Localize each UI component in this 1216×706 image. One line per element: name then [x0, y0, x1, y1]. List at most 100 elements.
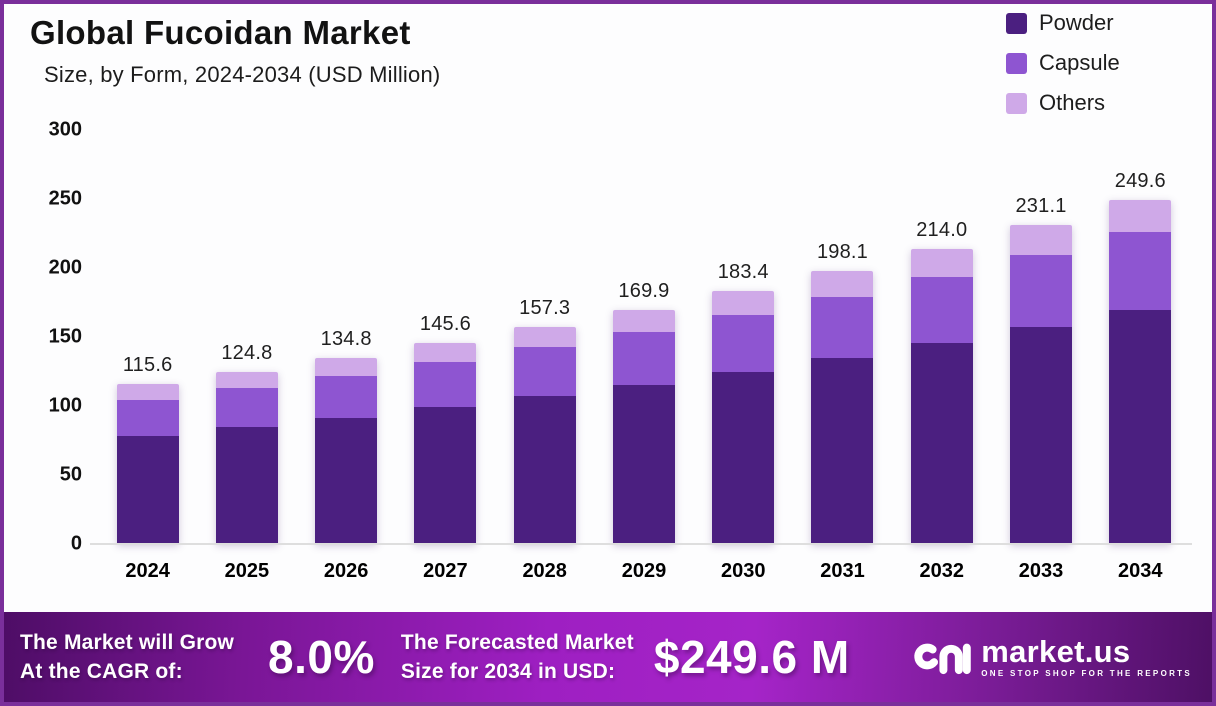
y-tick-label: 300: [48, 118, 82, 141]
bar-stack: [315, 358, 378, 544]
bar-stack: [612, 309, 675, 544]
bar-segment-others: [116, 384, 179, 400]
bar-segment-others: [811, 270, 874, 297]
bar-segment-powder: [1010, 327, 1073, 544]
legend-swatch-icon: [1006, 12, 1027, 34]
bar-total-label: 134.8: [320, 328, 372, 351]
legend-swatch-icon: [1006, 52, 1027, 74]
x-tick-label: 2032: [919, 560, 965, 582]
bar-segment-powder: [1109, 309, 1172, 544]
x-tick-label: 2029: [621, 560, 667, 582]
bar-segment-powder: [414, 407, 477, 544]
bar-stack: [1010, 225, 1073, 544]
bar-segment-powder: [315, 417, 378, 544]
stacked-bar-chart: 0 50 100 150 200 250 300 115.6 2024 124.8 2025 134…: [28, 119, 1192, 600]
bar-segment-others: [612, 309, 675, 332]
bar-segment-powder: [116, 435, 179, 544]
bar-segment-capsule: [1010, 255, 1073, 328]
bar-stack: [215, 371, 278, 544]
forecast-label: The Forecasted Market Size for 2034 in U…: [401, 628, 634, 686]
bar-segment-others: [513, 326, 576, 348]
x-tick-label: 2034: [1118, 560, 1163, 582]
legend-item-capsule: Capsule: [1006, 50, 1120, 76]
bar-stack: [712, 290, 775, 544]
brand-logo: market.us ONE STOP SHOP FOR THE REPORTS: [913, 635, 1196, 679]
bar-total-label: 249.6: [1114, 169, 1166, 192]
footer-banner: The Market will Grow At the CAGR of: 8.0…: [4, 612, 1212, 702]
forecast-label-line1: The Forecasted Market: [400, 631, 634, 654]
brand-tagline: ONE STOP SHOP FOR THE REPORTS: [981, 668, 1192, 678]
y-tick-label: 150: [48, 325, 82, 348]
bar-segment-capsule: [116, 399, 179, 436]
bar-slot-2031: 198.1 2031: [793, 130, 892, 582]
cagr-value: 8.0%: [268, 631, 375, 683]
legend-item-others: Others: [1006, 90, 1120, 116]
bar-slot-2026: 134.8 2026: [297, 130, 396, 582]
y-tick-label: 250: [48, 187, 82, 210]
bar-slot-2024: 115.6 2024: [98, 130, 197, 582]
bar-segment-capsule: [612, 331, 675, 385]
bar-segment-capsule: [811, 296, 874, 359]
bar-total-label: 198.1: [816, 240, 869, 263]
cagr-label-line1: The Market will Grow: [20, 631, 235, 654]
bar-segment-capsule: [414, 362, 477, 408]
bar-stack: [513, 326, 576, 544]
bar-slot-2025: 124.8 2025: [197, 130, 296, 582]
bar-total-label: 115.6: [122, 354, 173, 377]
bar-segment-capsule: [215, 388, 278, 427]
bar-total-label: 124.8: [221, 341, 273, 364]
bar-slot-2027: 145.6 2027: [396, 130, 495, 582]
bar-segment-powder: [513, 396, 576, 544]
bar-segment-capsule: [910, 276, 973, 344]
x-tick-label: 2028: [522, 560, 567, 582]
bar-segment-powder: [910, 343, 973, 544]
forecast-value: $249.6 M: [653, 631, 850, 683]
bar-total-label: 157.3: [519, 296, 571, 319]
bar-segment-powder: [215, 426, 278, 544]
bar-segment-others: [910, 248, 973, 277]
bar-slot-2028: 157.3 2028: [495, 130, 594, 582]
y-tick-label: 50: [59, 463, 82, 486]
bar-segment-capsule: [1109, 232, 1172, 310]
x-tick-label: 2026: [323, 560, 369, 582]
x-tick-label: 2033: [1018, 560, 1064, 582]
legend-item-powder: Powder: [1006, 10, 1120, 36]
bar-slot-2029: 169.9 2029: [594, 130, 693, 582]
legend-label: Others: [1039, 90, 1106, 115]
market-us-logo-icon: [914, 643, 972, 675]
x-tick-label: 2027: [423, 560, 468, 582]
bar-slot-2034: 249.6 2034: [1091, 130, 1190, 582]
header: Global Fucoidan Market Size, by Form, 20…: [30, 14, 440, 88]
bar-segment-others: [1010, 225, 1073, 256]
chart-subtitle: Size, by Form, 2024-2034 (USD Million): [44, 62, 441, 87]
chart-legend: Powder Capsule Others: [1006, 10, 1120, 116]
bar-segment-powder: [612, 384, 675, 544]
legend-swatch-icon: [1006, 92, 1027, 114]
bar-segment-others: [414, 343, 477, 363]
bar-total-label: 169.9: [618, 279, 670, 302]
y-tick-label: 0: [70, 532, 82, 555]
page-title: Global Fucoidan Market: [30, 14, 411, 51]
bar-stack: [910, 248, 973, 544]
plot-area: 115.6 2024 124.8 2025 134.8 2026 145.6 2027 157.…: [90, 130, 1192, 582]
bar-stack: [116, 384, 179, 544]
brand-name: market.us: [981, 633, 1131, 669]
bar-total-label: 214.0: [916, 218, 968, 241]
bar-slot-2033: 231.1 2033: [991, 130, 1090, 582]
bar-stack: [414, 343, 477, 544]
cagr-label: The Market will Grow At the CAGR of:: [20, 628, 234, 686]
bar-segment-powder: [811, 358, 874, 544]
bar-total-label: 231.1: [1015, 195, 1067, 218]
bar-segment-others: [712, 290, 775, 315]
bar-segment-capsule: [315, 375, 378, 418]
y-axis: 0 50 100 150 200 250 300: [28, 119, 82, 555]
forecast-label-line2: Size for 2034 in USD:: [400, 660, 616, 683]
x-tick-label: 2030: [720, 560, 766, 582]
bar-segment-capsule: [712, 314, 775, 372]
bar-segment-others: [315, 358, 378, 376]
legend-label: Powder: [1039, 10, 1114, 35]
bar-segment-others: [215, 371, 278, 389]
x-tick-label: 2031: [820, 560, 865, 582]
bar-slot-2030: 183.4 2030: [694, 130, 793, 582]
